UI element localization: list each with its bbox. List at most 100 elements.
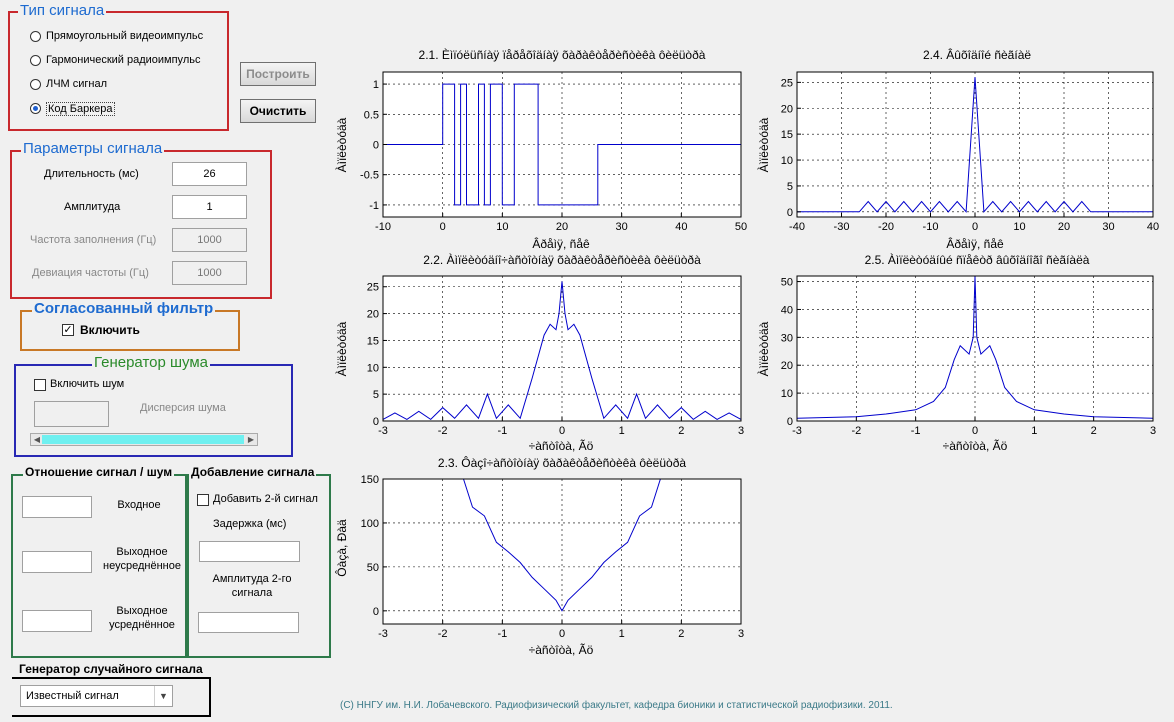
y-tick-label: 150: [361, 474, 379, 486]
slider-fill: [42, 435, 244, 444]
series-line: [383, 83, 741, 206]
plot-2-1: -10 0 10 20 30 40 50 -1 -0.5 0 0.5 1: [360, 71, 747, 233]
plot-2-4-xlabel: Âðåìÿ, ñåê: [946, 237, 1004, 251]
clear-button[interactable]: Очистить: [240, 99, 316, 123]
plot-2-1-title: 2.1. Èìïóëüñíàÿ ïåðåõîäíàÿ õàðàêòåðèñòèê…: [418, 48, 706, 62]
plot-2-2-xlabel: ÷àñòîòà, Ãö: [528, 439, 594, 453]
x-tick-label: 2: [678, 628, 684, 640]
snr-output-raw-field[interactable]: [22, 551, 92, 573]
matched-filter-checkbox[interactable]: ✓: [62, 324, 74, 336]
plot-2-5-ylabel: Àìïëèòóäà: [757, 321, 771, 377]
y-tick-label: 50: [781, 277, 793, 289]
radio-lfm[interactable]: [30, 79, 41, 90]
y-tick-label: 0.5: [364, 109, 379, 121]
y-tick-label: 5: [787, 181, 793, 193]
snr-input-label: Входное: [117, 499, 161, 511]
y-tick-label: 100: [361, 518, 379, 530]
y-tick-label: 15: [781, 129, 793, 141]
y-tick-label: 30: [781, 332, 793, 344]
duration-label: Длительность (мс): [44, 168, 139, 180]
plot-2-1-xlabel: Âðåìÿ, ñåê: [532, 237, 590, 251]
snr-input-field[interactable]: [22, 496, 92, 518]
y-tick-label: 0: [787, 207, 793, 219]
noise-slider[interactable]: ◀ ▶: [30, 433, 258, 446]
radio-harmonic-pulse[interactable]: [30, 55, 41, 66]
radio-lfm-label: ЛЧМ сигнал: [46, 78, 108, 90]
y-tick-label: -0.5: [360, 170, 379, 182]
amp2-field[interactable]: [198, 612, 299, 633]
freq-dev-field[interactable]: 1000: [172, 261, 247, 285]
fill-freq-label: Частота заполнения (Гц): [30, 234, 157, 246]
plot-2-2: -3 -2 -1 0 1 2 3 0 5 10 15 20 25: [367, 275, 744, 437]
x-tick-label: 20: [556, 221, 568, 233]
y-tick-label: 5: [373, 389, 379, 401]
slider-left-arrow[interactable]: ◀: [33, 435, 41, 444]
plot-2-3-ylabel: Ôàçà, Ðàä: [335, 519, 349, 577]
series-line: [382, 281, 742, 421]
x-tick-label: 3: [1150, 425, 1156, 437]
x-tick-label: 2: [1091, 425, 1097, 437]
signal-type-title: Тип сигнала: [18, 2, 107, 19]
matched-filter-label: Включить: [80, 323, 140, 337]
radio-rect-pulse-label: Прямоугольный видеоимпульс: [46, 30, 204, 42]
radio-barker-label: Код Баркера: [46, 102, 115, 116]
x-tick-label: -30: [834, 221, 850, 233]
noise-checkbox[interactable]: [34, 379, 46, 391]
x-tick-label: 0: [559, 628, 565, 640]
snr-output-avg-field[interactable]: [22, 610, 92, 632]
series-line: [463, 478, 661, 612]
amp2-label: Амплитуда 2-го сигнала: [212, 573, 292, 599]
y-tick-label: 50: [367, 562, 379, 574]
x-tick-label: 10: [496, 221, 508, 233]
noise-variance-label: Дисперсия шума: [140, 402, 226, 414]
x-tick-label: 0: [972, 221, 978, 233]
x-tick-label: 40: [1147, 221, 1159, 233]
x-tick-label: 40: [675, 221, 687, 233]
add-signal-checkbox[interactable]: [197, 494, 209, 506]
y-tick-label: 10: [781, 155, 793, 167]
fill-freq-field[interactable]: 1000: [172, 228, 247, 252]
matched-filter-title: Согласованный фильтр: [32, 300, 216, 317]
y-tick-label: 0: [373, 606, 379, 618]
noise-variance-field[interactable]: [34, 401, 109, 427]
series-line: [797, 77, 1153, 214]
x-tick-label: 2: [678, 425, 684, 437]
plot-2-4: -40 -30 -20 -10 0 10 20 30 40 0 5 10 15 20 25: [781, 71, 1159, 233]
x-tick-label: 1: [1031, 425, 1037, 437]
amplitude-field[interactable]: 1: [172, 195, 247, 219]
x-tick-label: -10: [923, 221, 939, 233]
x-tick-label: 20: [1058, 221, 1070, 233]
slider-right-arrow[interactable]: ▶: [247, 435, 255, 444]
x-tick-label: 50: [735, 221, 747, 233]
radio-barker[interactable]: [30, 103, 41, 114]
noise-title: Генератор шума: [92, 354, 211, 371]
y-tick-label: 10: [781, 388, 793, 400]
y-tick-label: -1: [369, 200, 379, 212]
x-tick-label: -2: [851, 425, 861, 437]
snr-title: Отношение сигнал / шум: [23, 465, 175, 479]
x-tick-label: 3: [738, 425, 744, 437]
radio-rect-pulse[interactable]: [30, 31, 41, 42]
y-tick-label: 20: [367, 309, 379, 321]
random-gen-select[interactable]: Известный сигнал ▼: [20, 685, 173, 707]
chevron-down-icon[interactable]: ▼: [154, 686, 172, 706]
delay-field[interactable]: [199, 541, 300, 562]
x-tick-label: -2: [438, 628, 448, 640]
plot-2-3: -3 -2 -1 0 1 2 3 0 50 100 150: [361, 474, 744, 640]
noise-checkbox-label: Включить шум: [50, 378, 125, 390]
plot-2-5-title: 2.5. Àìïëèòóäíûé ñïåêòð âûõîäíîãî ñèãíàë…: [864, 253, 1090, 267]
build-button[interactable]: Построить: [240, 62, 316, 86]
x-tick-label: 3: [738, 628, 744, 640]
plot-2-4-ylabel: Àìïëèòóäà: [757, 117, 771, 173]
x-tick-label: -3: [378, 425, 388, 437]
x-tick-label: 0: [972, 425, 978, 437]
plot-2-3-title: 2.3. Ôàçî÷àñòîòíàÿ õàðàêòåðèñòèêà ôèëüòð…: [437, 456, 687, 470]
add-signal-checkbox-label: Добавить 2-й сигнал: [213, 493, 318, 505]
y-tick-label: 25: [781, 77, 793, 89]
add-signal-title: Добавление сигнала: [189, 465, 317, 479]
y-tick-label: 1: [373, 79, 379, 91]
y-tick-label: 15: [367, 335, 379, 347]
delay-label: Задержка (мс): [213, 518, 287, 530]
duration-field[interactable]: 26: [172, 162, 247, 186]
y-tick-label: 20: [781, 103, 793, 115]
